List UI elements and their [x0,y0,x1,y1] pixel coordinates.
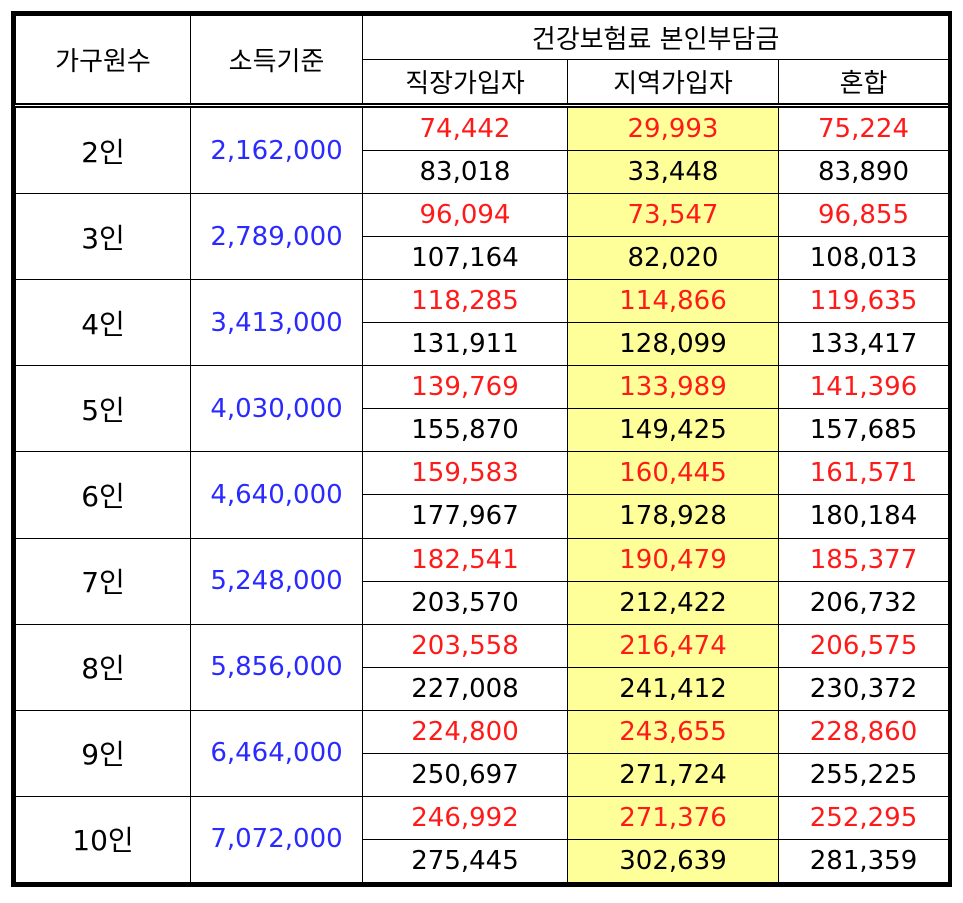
table-row: 107,164 82,020 108,013 [16,236,950,281]
table-row: 3인 2,789,000 96,094 73,547 96,855 [15,193,950,281]
table-row: 9인 6,464,000 224,800 243,655 228,860 [15,709,950,797]
employee-premium-cell: 275,445 [362,838,568,884]
employee-premium-cell: 250,697 [362,752,568,797]
mixed-premium-cell: 206,732 [777,580,950,625]
table-row: 155,870 149,425 157,685 [16,408,950,453]
regional-premium-cell: 271,376 [567,795,779,840]
employee-premium-cell: 177,967 [362,494,568,539]
employee-premium-cell: 131,911 [362,322,568,367]
income-standard-cell: 5,856,000 [190,623,363,711]
income-standard-cell: 4,640,000 [190,451,363,539]
income-standard-cell: 2,162,000 [190,104,363,195]
household-size-cell: 7인 [15,537,191,625]
household-size-cell: 8인 [15,623,191,711]
regional-premium-cell: 149,425 [567,408,779,453]
mixed-premium-cell: 161,571 [777,451,950,496]
mixed-premium-cell: 281,359 [777,838,950,884]
regional-premium-cell: 271,724 [567,752,779,797]
household-size-cell: 9인 [15,709,191,797]
employee-premium-cell: 155,870 [362,408,568,453]
income-standard-cell: 4,030,000 [190,365,363,453]
table-row: 4인 3,413,000 118,285 114,866 119,635 [15,279,950,367]
employee-premium-cell: 203,570 [362,580,568,625]
table-row: 5인 4,030,000 139,769 133,989 141,396 [15,365,950,453]
table-row: 10인 7,072,000 246,992 271,376 252,295 [15,795,950,884]
header-income-standard: 소득기준 [190,15,363,108]
mixed-premium-cell: 255,225 [777,752,950,797]
employee-premium-cell: 83,018 [362,150,568,195]
income-standard-cell: 7,072,000 [190,795,363,884]
regional-premium-cell: 29,993 [567,104,779,152]
mixed-premium-cell: 133,417 [777,322,950,367]
mixed-premium-cell: 180,184 [777,494,950,539]
mixed-premium-cell: 252,295 [777,795,950,840]
household-size-cell: 10인 [15,795,191,884]
household-size-cell: 5인 [15,365,191,453]
mixed-premium-cell: 96,855 [777,193,950,238]
mixed-premium-cell: 157,685 [777,408,950,453]
income-standard-cell: 2,789,000 [190,193,363,281]
table-row: 7인 5,248,000 182,541 190,479 185,377 [15,537,950,625]
employee-premium-cell: 203,558 [362,623,568,668]
mixed-premium-cell: 230,372 [777,666,950,711]
regional-premium-cell: 114,866 [567,279,779,324]
regional-premium-cell: 133,989 [567,365,779,410]
mixed-premium-cell: 141,396 [777,365,950,410]
employee-premium-cell: 118,285 [362,279,568,324]
table-row: 6인 4,640,000 159,583 160,445 161,571 [15,451,950,539]
regional-premium-cell: 241,412 [567,666,779,711]
regional-premium-cell: 160,445 [567,451,779,496]
household-size-cell: 2인 [15,104,191,195]
premium-table-frame: 가구원수 소득기준 건강보험료 본인부담금 직장가입자 지역가입자 혼합 2인 2… [11,11,952,887]
regional-premium-cell: 33,448 [567,150,779,195]
household-size-cell: 4인 [15,279,191,367]
mixed-premium-cell: 119,635 [777,279,950,324]
table-row: 250,697 271,724 255,225 [16,752,950,797]
employee-premium-cell: 96,094 [362,193,568,238]
employee-premium-cell: 224,800 [362,709,568,754]
header-household-size: 가구원수 [15,15,191,108]
regional-premium-cell: 73,547 [567,193,779,238]
header-premium-group: 건강보험료 본인부담금 [361,15,950,60]
employee-premium-cell: 139,769 [362,365,568,410]
regional-premium-cell: 243,655 [567,709,779,754]
mixed-premium-cell: 108,013 [777,236,950,281]
table-row: 275,445 302,639 281,359 [16,838,950,884]
table-row: 131,911 128,099 133,417 [16,322,950,367]
health-insurance-premium-table: 가구원수 소득기준 건강보험료 본인부담금 직장가입자 지역가입자 혼합 2인 2… [15,15,950,884]
regional-premium-cell: 302,639 [567,838,779,884]
header-employee: 직장가입자 [362,59,568,108]
household-size-cell: 3인 [15,193,191,281]
regional-premium-cell: 190,479 [567,537,779,582]
mixed-premium-cell: 228,860 [777,709,950,754]
regional-premium-cell: 216,474 [567,623,779,668]
household-size-cell: 6인 [15,451,191,539]
header-mixed: 혼합 [777,59,950,108]
header-regional: 지역가입자 [567,59,779,108]
table-body: 2인 2,162,000 74,442 29,993 75,224 83,018 33,44… [15,104,950,884]
employee-premium-cell: 159,583 [362,451,568,496]
income-standard-cell: 5,248,000 [190,537,363,625]
income-standard-cell: 6,464,000 [190,709,363,797]
regional-premium-cell: 82,020 [567,236,779,281]
mixed-premium-cell: 206,575 [777,623,950,668]
employee-premium-cell: 107,164 [362,236,568,281]
mixed-premium-cell: 185,377 [777,537,950,582]
employee-premium-cell: 74,442 [362,104,568,152]
mixed-premium-cell: 83,890 [777,150,950,195]
employee-premium-cell: 246,992 [362,795,568,840]
table-row: 177,967 178,928 180,184 [16,494,950,539]
regional-premium-cell: 178,928 [567,494,779,539]
regional-premium-cell: 212,422 [567,580,779,625]
table-row: 2인 2,162,000 74,442 29,993 75,224 [15,104,950,195]
employee-premium-cell: 227,008 [362,666,568,711]
mixed-premium-cell: 75,224 [777,104,950,152]
table-row: 83,018 33,448 83,890 [16,150,950,195]
employee-premium-cell: 182,541 [362,537,568,582]
regional-premium-cell: 128,099 [567,322,779,367]
table-row: 8인 5,856,000 203,558 216,474 206,575 [15,623,950,711]
income-standard-cell: 3,413,000 [190,279,363,367]
table-row: 227,008 241,412 230,372 [16,666,950,711]
